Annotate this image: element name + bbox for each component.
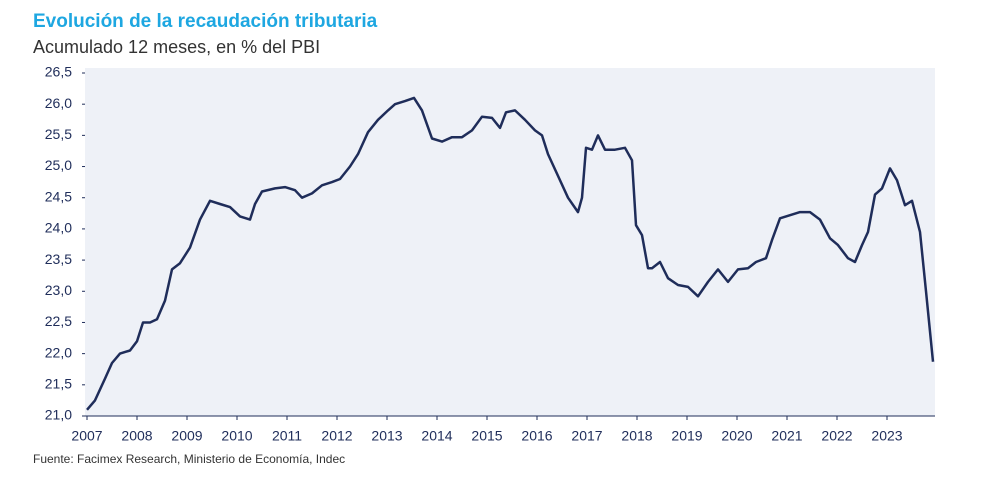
y-tick-label: 25,5 [45, 126, 72, 142]
x-tick-label: 2021 [771, 428, 802, 444]
x-tick-label: 2016 [521, 428, 552, 444]
x-tick-label: 2017 [571, 428, 602, 444]
y-tick-label: 26,5 [45, 64, 72, 80]
y-tick-label: 22,5 [45, 313, 72, 329]
x-tick-label: 2014 [421, 428, 452, 444]
x-tick-label: 2013 [371, 428, 402, 444]
x-tick-label: 2007 [71, 428, 102, 444]
y-tick-label: 24,0 [45, 220, 72, 236]
y-tick-label: 25,0 [45, 157, 72, 173]
y-tick-label: 23,5 [45, 251, 72, 267]
x-tick-label: 2018 [621, 428, 652, 444]
x-tick-label: 2023 [871, 428, 902, 444]
x-tick-label: 2012 [321, 428, 352, 444]
chart-title: Evolución de la recaudación tributaria [33, 11, 378, 32]
y-tick-label: 21,0 [45, 407, 72, 423]
y-tick-label: 21,5 [45, 376, 72, 392]
y-tick-label: 22,0 [45, 344, 72, 360]
x-tick-label: 2011 [272, 428, 302, 444]
y-tick-label: 23,0 [45, 282, 72, 298]
data-line [86, 96, 935, 411]
source-note: Fuente: Facimex Research, Ministerio de … [33, 452, 345, 466]
x-tick-label: 2019 [671, 428, 702, 444]
plot-area [85, 68, 935, 416]
y-tick-label: 26,0 [45, 95, 72, 111]
x-tick-label: 2008 [121, 428, 152, 444]
y-tick-label: 24,5 [45, 188, 72, 204]
x-tick-label: 2015 [471, 428, 502, 444]
x-tick-label: 2022 [821, 428, 852, 444]
x-tick-label: 2009 [171, 428, 202, 444]
chart-subtitle: Acumulado 12 meses, en % del PBI [33, 37, 320, 57]
x-tick-label: 2010 [221, 428, 252, 444]
x-tick-label: 2020 [721, 428, 752, 444]
